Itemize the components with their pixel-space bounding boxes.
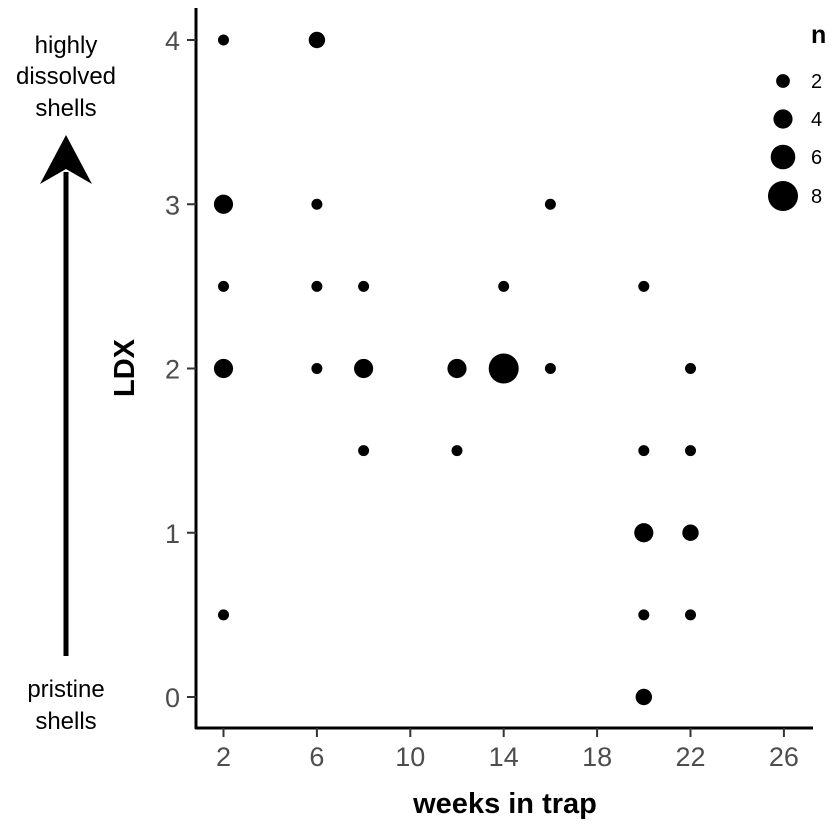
x-tick-label: 18	[582, 742, 612, 772]
data-point	[638, 445, 650, 457]
data-point	[685, 445, 696, 457]
data-point	[308, 31, 326, 49]
legend-label: 6	[811, 147, 822, 169]
x-tick-label: 26	[769, 742, 799, 772]
data-point	[685, 609, 696, 621]
annotation-top-line-3: shells	[35, 95, 96, 122]
data-point	[634, 523, 654, 543]
x-tick-label: 22	[675, 742, 705, 772]
data-point	[635, 688, 653, 706]
legend-key	[770, 144, 796, 170]
x-tick-label: 14	[489, 742, 519, 772]
y-axis-ticks: 0 1 2 3 4	[165, 26, 196, 713]
arrow-up-icon	[40, 135, 92, 184]
annotation-top-line-2: dissolved	[16, 63, 116, 90]
data-point	[488, 353, 519, 384]
dissolution-annotation: highly dissolved shells pristine shells	[16, 32, 116, 735]
data-point	[685, 363, 696, 374]
data-point	[218, 609, 229, 621]
data-point	[354, 358, 374, 379]
data-point	[311, 198, 323, 210]
x-tick-label: 10	[395, 742, 425, 772]
y-tick-label: 0	[165, 683, 180, 713]
size-legend: n 2 4 6 8	[767, 21, 826, 212]
data-points	[213, 31, 699, 706]
annotation-top-line-1: highly	[35, 32, 98, 59]
legend-key	[773, 109, 793, 129]
data-point	[638, 609, 650, 621]
y-tick-label: 1	[165, 519, 180, 549]
data-point	[498, 280, 510, 292]
legend-label: 4	[811, 109, 822, 131]
data-point	[358, 445, 370, 457]
data-point	[358, 280, 370, 292]
data-point	[544, 363, 556, 374]
legend-label: 2	[811, 71, 822, 93]
data-point	[311, 363, 323, 374]
data-point	[544, 198, 556, 210]
data-point	[218, 34, 229, 46]
data-point	[218, 280, 229, 292]
y-tick-label: 3	[165, 190, 180, 220]
legend-title: n	[811, 21, 826, 49]
annotation-bottom-line-2: shells	[35, 708, 96, 735]
x-axis-ticks: 2 6 10 14 18 22 26	[216, 728, 799, 772]
legend-key	[767, 180, 799, 212]
y-tick-label: 2	[165, 355, 180, 385]
x-axis-title: weeks in trap	[412, 788, 597, 820]
x-tick-label: 6	[309, 742, 324, 772]
legend-label: 8	[811, 186, 822, 208]
data-point	[311, 280, 323, 292]
annotation-bottom-line-1: pristine	[27, 676, 104, 703]
data-point	[447, 358, 467, 379]
data-point	[638, 280, 650, 292]
data-point	[213, 194, 234, 214]
data-point	[213, 358, 234, 379]
y-tick-label: 4	[165, 26, 180, 56]
y-axis-title: LDX	[109, 338, 141, 397]
data-point	[451, 445, 463, 457]
legend-key	[776, 74, 790, 88]
x-tick-label: 2	[216, 742, 231, 772]
data-point	[682, 524, 699, 541]
